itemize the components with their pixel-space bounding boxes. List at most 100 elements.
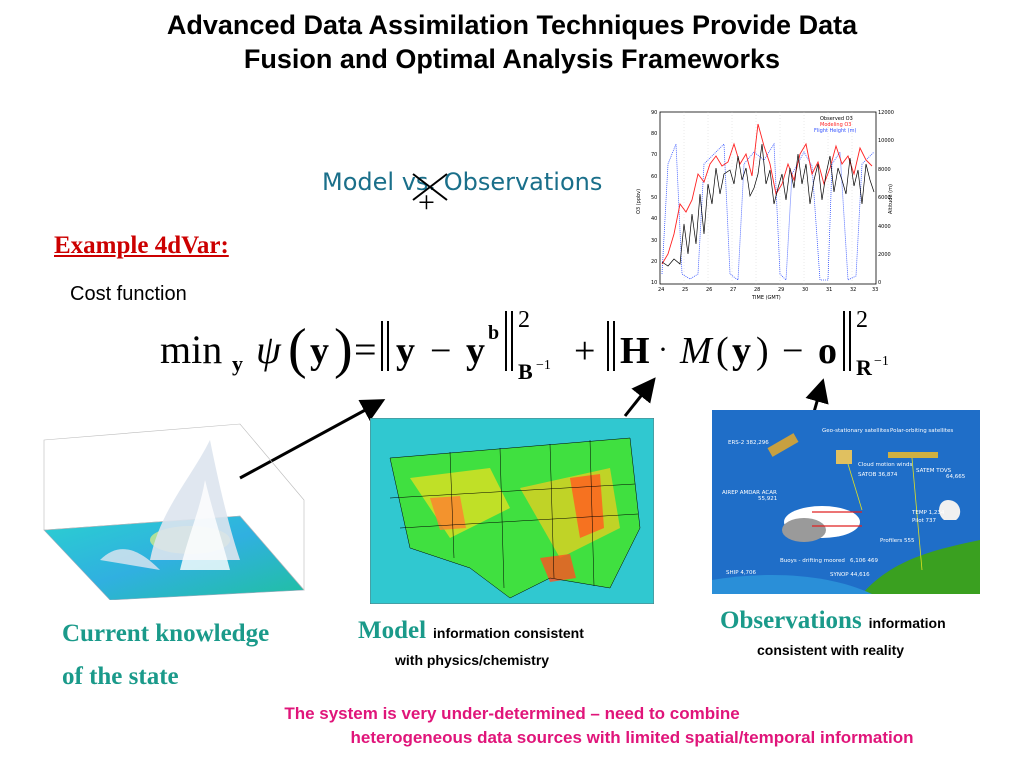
caption-model-big: Model: [358, 617, 427, 644]
caption-current-line1: Current knowledge: [62, 620, 270, 647]
ytick-right: 6000: [878, 195, 891, 201]
caption-current-line2: of the state: [62, 663, 179, 690]
legend-flight: Flight Height (m): [814, 128, 856, 134]
observations-diagram: ERS-2 382,296 Geo-stationary satellites …: [712, 410, 980, 594]
obs-pilot: Pilot 737: [912, 518, 937, 524]
eq-plus: +: [574, 330, 595, 372]
eq-paren-open: (: [288, 318, 307, 380]
xtick: 31: [826, 287, 832, 293]
obs-airep-n: 55,921: [758, 496, 777, 502]
obs-airep: AIREP AMDAR ACAR: [722, 490, 777, 496]
eq-paren-close: ): [334, 318, 353, 380]
ytick: 30: [651, 238, 657, 244]
obs-buoys: Buoys - drifting moored: [780, 558, 845, 564]
cross-out-mark: [412, 173, 448, 201]
modeling-o3-line: [661, 123, 873, 265]
observed-o3-line: [661, 143, 875, 267]
eq-minus2: −: [782, 330, 803, 372]
ytick-right: 2000: [878, 252, 891, 258]
caption-obs-small2: consistent with reality: [757, 642, 905, 658]
ytick: 70: [651, 152, 657, 158]
caption-model-small2: with physics/chemistry: [395, 652, 550, 668]
ytick: 60: [651, 174, 657, 180]
eq-R-inv: −1: [874, 354, 889, 369]
eq-min-sub: y: [232, 351, 243, 376]
eq-y3: y: [466, 330, 485, 372]
bottom-note-line2: heterogeneous data sources with limited …: [350, 728, 914, 747]
ytick: 20: [651, 259, 657, 265]
inset-legend: Observed O3 Modeling O3 Flight Height (m…: [814, 116, 856, 134]
eq-B-inv: −1: [536, 358, 551, 373]
ozone-inset-chart: Observed O3 Modeling O3 Flight Height (m…: [634, 104, 896, 304]
eq-paren2-close: ): [756, 330, 769, 372]
eq-R: R: [856, 355, 873, 380]
ytick: 40: [651, 216, 657, 222]
eq-square2: 2: [856, 307, 868, 333]
eq-y2: y: [396, 330, 415, 372]
xtick: 25: [682, 287, 688, 293]
xtick: 30: [802, 287, 808, 293]
observations-word: Observations: [443, 168, 603, 196]
inset-right-ticks: 12000 10000 8000 6000 4000 2000 0: [878, 110, 894, 286]
slide-title: Advanced Data Assimilation Techniques Pr…: [0, 8, 1024, 76]
caption-current-knowledge: Current knowledge of the state: [62, 612, 269, 698]
cost-function-label: Cost function: [70, 283, 187, 305]
eq-B: B: [518, 359, 533, 384]
eq-equals: =: [354, 327, 377, 372]
state-3d-visualization: [43, 423, 305, 600]
slide-title-line1: Advanced Data Assimilation Techniques Pr…: [166, 10, 858, 40]
arrow-to-model: [623, 377, 656, 417]
state-borders: [389, 437, 641, 599]
obs-ers: ERS-2 382,296: [728, 440, 769, 446]
bottom-note: The system is very under-determined – ne…: [0, 702, 1024, 750]
ytick: 50: [651, 195, 657, 201]
inset-x-ticks: 24 25 26 27 28 29 30 31 32 33 TIME (GMT): [658, 287, 878, 301]
struck-vs: vs.: [401, 168, 437, 196]
eq-square1: 2: [518, 307, 530, 333]
flight-height-line: [661, 142, 875, 281]
model-vs-observations: Model vs. Observations: [322, 168, 602, 196]
model-word: Model: [322, 168, 395, 196]
ytick-right: 12000: [878, 110, 894, 116]
eq-paren2-open: (: [716, 330, 729, 372]
xtick: 28: [754, 287, 760, 293]
eq-H: H: [620, 330, 650, 372]
eq-psi: ψ: [256, 327, 282, 372]
eq-dot: ·: [658, 333, 668, 366]
obs-polar: Polar-orbiting satellites: [890, 428, 953, 434]
eq-y1: y: [310, 330, 329, 372]
ytick: 80: [651, 131, 657, 137]
caption-model: Model information consistent: [358, 616, 584, 645]
eq-o: o: [818, 330, 837, 372]
xtick: 27: [730, 287, 736, 293]
obs-satem: SATEM TOVS: [916, 468, 952, 474]
obs-cloud: Cloud motion winds: [858, 462, 912, 468]
eq-min: min: [160, 327, 222, 372]
eq-y4: y: [732, 330, 751, 372]
x-axis-label: TIME (GMT): [751, 295, 781, 301]
caption-observations: Observations information: [720, 606, 946, 635]
obs-ship: SHIP 4,706: [726, 570, 757, 576]
xtick: 33: [872, 287, 878, 293]
y-right-axis-label: Altitude (m): [888, 184, 894, 214]
arrow-to-background: [239, 399, 386, 480]
obs-satob: SATOB 36,874: [858, 472, 898, 478]
obs-buoys-n: 6,106 469: [850, 558, 878, 564]
eq-minus1: −: [430, 330, 451, 372]
caption-model-small1: information consistent: [433, 625, 584, 641]
ytick: 10: [651, 280, 657, 286]
obs-profilers: Profilers 555: [880, 538, 915, 544]
y-left-axis-label: O3 (ppbv): [636, 189, 642, 214]
cost-function-equation: min y ψ ( y ) = y − y b 2 B −1 + H · M (…: [160, 307, 889, 384]
ytick: 90: [651, 110, 657, 116]
xtick: 26: [706, 287, 712, 293]
xtick: 32: [850, 287, 856, 293]
inset-plot-frame: [659, 111, 877, 285]
bottom-note-line1: The system is very under-determined – ne…: [284, 704, 740, 723]
obs-temp: TEMP 1,234: [911, 510, 945, 516]
legend-modeling: Modeling O3: [820, 122, 851, 128]
ytick-right: 4000: [878, 224, 891, 230]
obs-geo: Geo-stationary satellites: [822, 428, 890, 434]
caption-obs-big: Observations: [720, 607, 862, 634]
xtick: 24: [658, 287, 664, 293]
